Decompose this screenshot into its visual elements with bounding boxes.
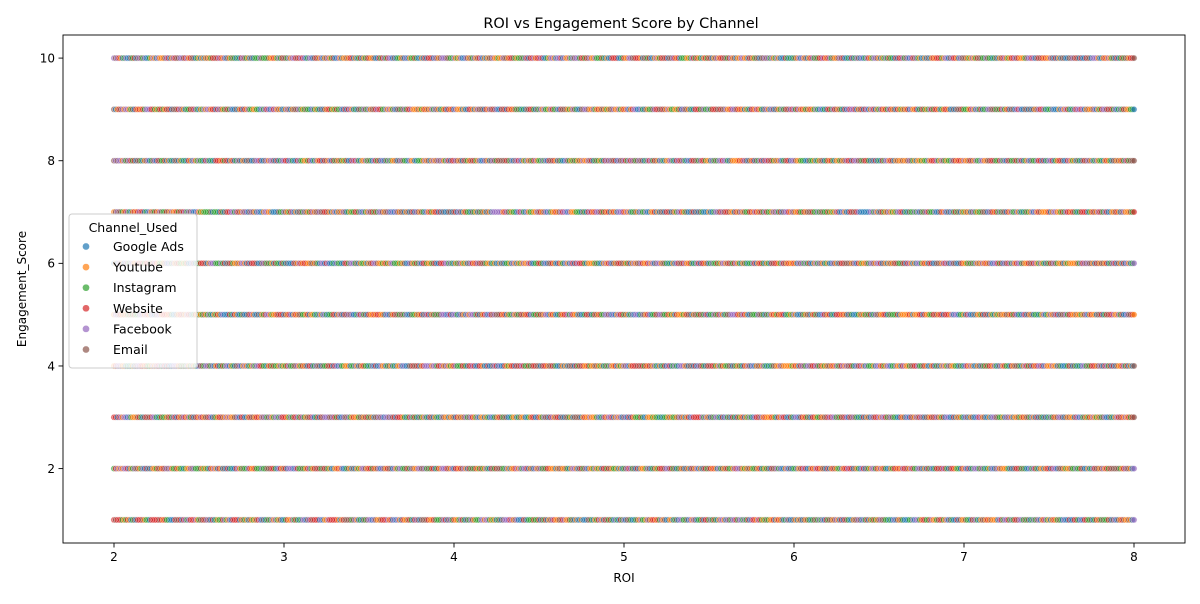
chart-title: ROI vs Engagement Score by Channel — [483, 16, 758, 32]
engagement-row-8 — [110, 157, 1138, 165]
data-point — [1130, 516, 1138, 524]
engagement-row-6 — [110, 259, 1138, 267]
engagement-row-7 — [110, 208, 1138, 216]
data-point — [1130, 259, 1138, 267]
data-point — [1130, 311, 1138, 319]
engagement-row-3 — [110, 413, 1138, 421]
data-point — [1130, 413, 1138, 421]
engagement-row-2 — [110, 465, 1138, 472]
engagement-row-4 — [110, 362, 1138, 370]
points-layer — [110, 54, 1138, 524]
data-point — [1130, 465, 1138, 472]
data-point — [1130, 362, 1138, 370]
engagement-row-9 — [110, 106, 1138, 113]
data-point — [1130, 208, 1138, 216]
engagement-row-1 — [110, 516, 1138, 524]
engagement-row-5 — [110, 311, 1138, 319]
data-point — [1130, 157, 1138, 165]
